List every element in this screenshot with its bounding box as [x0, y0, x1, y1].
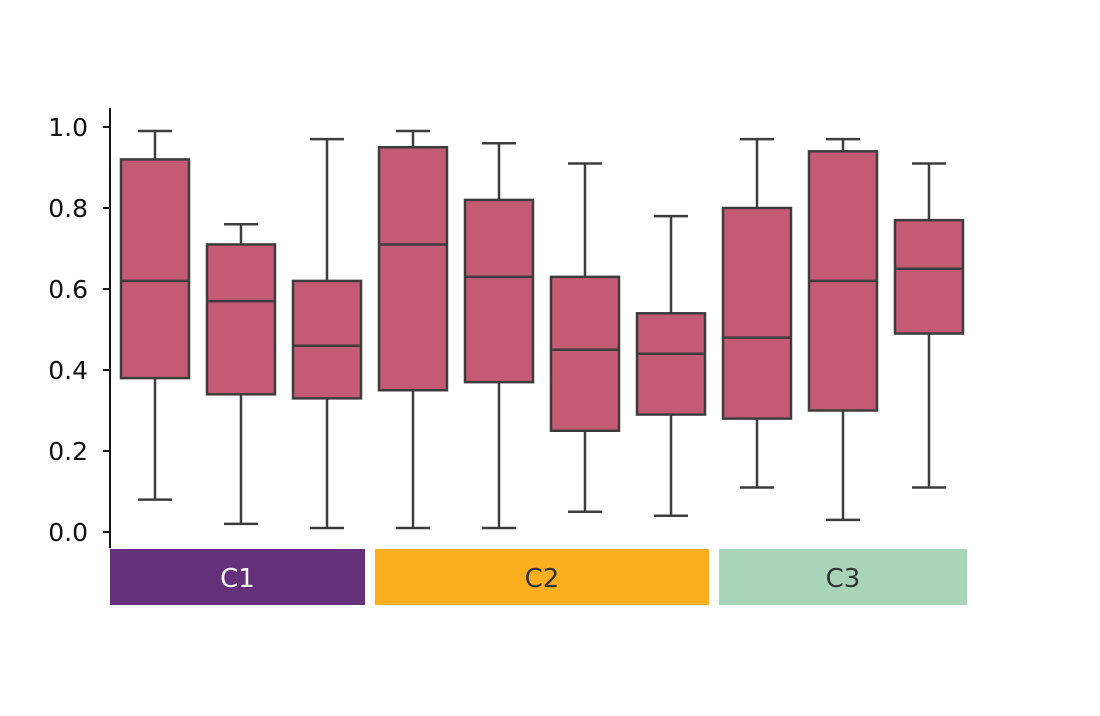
group-band-c3: C3	[719, 549, 967, 605]
group-label: C3	[826, 564, 861, 594]
box-c1-1	[119, 129, 191, 501]
group-bands: C1 C2 C3	[110, 549, 967, 605]
y-tick-label: 1.0	[48, 113, 88, 142]
group-label: C2	[525, 564, 560, 594]
box-iqr	[291, 279, 363, 400]
box-iqr	[721, 206, 793, 420]
box-c2-4	[635, 214, 707, 518]
group-label: C1	[220, 564, 255, 594]
box-c3-3	[893, 162, 965, 489]
y-tick-label: 0.4	[48, 356, 88, 385]
group-band-c1: C1	[110, 549, 365, 605]
group-band-rect	[110, 549, 365, 605]
box-c2-2	[463, 141, 535, 530]
y-tick-label: 0.2	[48, 437, 88, 466]
box-c1-3	[291, 137, 363, 530]
box-iqr	[463, 198, 535, 384]
group-band-c2: C2	[375, 549, 709, 605]
box-iqr	[205, 243, 277, 396]
y-tick-label: 0.8	[48, 194, 88, 223]
y-axis: 0.0 0.2 0.4 0.6 0.8 1.0	[48, 108, 111, 548]
box-c2-1	[377, 129, 449, 530]
box-series	[119, 129, 965, 530]
box-c3-2	[807, 137, 879, 522]
box-c3-1	[721, 137, 793, 489]
group-band-rect	[375, 549, 709, 605]
box-iqr	[893, 218, 965, 335]
box-iqr	[377, 146, 449, 392]
box-c2-3	[549, 162, 621, 513]
box-iqr	[635, 312, 707, 416]
box-iqr	[549, 275, 621, 432]
group-band-rect	[719, 549, 967, 605]
box-iqr	[119, 158, 191, 380]
y-tick-label: 0.0	[48, 518, 88, 547]
y-tick-label: 0.6	[48, 275, 88, 304]
box-c1-2	[205, 222, 277, 526]
